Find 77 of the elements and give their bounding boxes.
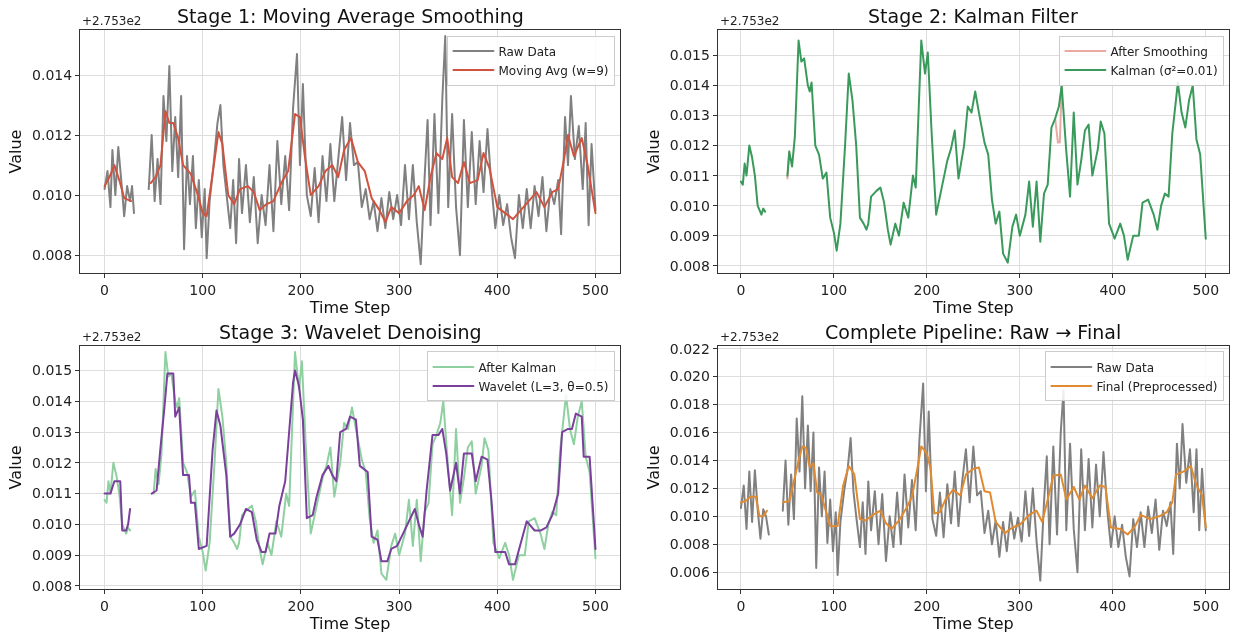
legend-label: Kalman (σ²=0.01) xyxy=(1110,63,1218,78)
y-tick-label: 0.018 xyxy=(669,396,710,413)
x-tick-label: 400 xyxy=(1099,597,1127,614)
x-tick-label: 300 xyxy=(1006,281,1034,298)
text: +2.753e2 xyxy=(720,14,780,28)
y-tick-label: 0.014 xyxy=(32,393,73,410)
text: +2.753e2 xyxy=(720,330,780,344)
chart-title: Stage 2: Kalman Filter xyxy=(868,5,1078,27)
legend-label: Raw Data xyxy=(498,44,557,59)
legend-label: Final (Preprocessed) xyxy=(1096,379,1218,394)
x-tick-label: 100 xyxy=(820,281,848,298)
x-tick-label: 0 xyxy=(736,597,746,614)
text: +2.753e2 xyxy=(82,330,142,344)
x-axis-title: Time Step xyxy=(932,613,1014,633)
x-tick-label: 500 xyxy=(1192,597,1220,614)
y-tick-label: 0.010 xyxy=(32,516,73,533)
y-tick-label: 0.013 xyxy=(669,107,710,124)
x-tick-label: 100 xyxy=(189,281,217,298)
chart-title: Stage 1: Moving Average Smoothing xyxy=(177,5,524,27)
x-axis-title: Time Step xyxy=(932,297,1014,317)
x-tick-label: 200 xyxy=(913,597,941,614)
x-tick-label: 300 xyxy=(385,597,413,614)
x-tick-label: 0 xyxy=(100,597,110,614)
legend-label: After Smoothing xyxy=(1110,44,1208,59)
x-tick-label: 400 xyxy=(1099,281,1127,298)
y-tick-label: 0.008 xyxy=(32,247,73,264)
x-tick-label: 500 xyxy=(582,281,609,298)
x-tick-label: 500 xyxy=(1192,281,1220,298)
y-tick-label: 0.011 xyxy=(669,167,710,184)
x-tick-label: 100 xyxy=(820,597,848,614)
y-tick-label: 0.010 xyxy=(669,197,710,214)
x-tick-label: 300 xyxy=(385,281,413,298)
y-axis-title: Value xyxy=(6,445,26,490)
x-tick-label: 400 xyxy=(483,281,511,298)
x-tick-label: 200 xyxy=(287,597,315,614)
y-tick-label: 0.010 xyxy=(669,508,710,525)
y-tick-label: 0.016 xyxy=(669,424,710,441)
x-tick-label: 0 xyxy=(736,281,746,298)
y-tick-label: 0.012 xyxy=(32,454,73,471)
x-tick-label: 300 xyxy=(1006,597,1034,614)
y-tick-label: 0.022 xyxy=(669,340,710,357)
y-axis-title: Value xyxy=(643,445,663,490)
legend-label: Moving Avg (w=9) xyxy=(498,63,609,78)
y-tick-label: 0.014 xyxy=(669,77,710,94)
y-tick-label: 0.011 xyxy=(32,485,73,502)
x-tick-label: 0 xyxy=(100,281,110,298)
legend-label: Wavelet (L=3, θ=0.5) xyxy=(478,379,609,394)
y-tick-label: 0.006 xyxy=(669,564,710,581)
y-tick-label: 0.013 xyxy=(32,423,73,440)
y-tick-label: 0.008 xyxy=(32,577,73,594)
text: +2.753e2 xyxy=(82,14,142,28)
y-tick-label: 0.010 xyxy=(32,187,73,204)
y-tick-label: 0.012 xyxy=(669,480,710,497)
chart-title: Complete Pipeline: Raw → Final xyxy=(825,321,1122,343)
y-tick-label: 0.012 xyxy=(669,137,710,154)
x-tick-label: 500 xyxy=(582,597,609,614)
y-tick-label: 0.020 xyxy=(669,368,710,385)
legend-label: Raw Data xyxy=(1096,360,1155,375)
y-tick-label: 0.009 xyxy=(669,227,710,244)
y-tick-label: 0.015 xyxy=(32,362,73,379)
y-tick-label: 0.014 xyxy=(669,452,710,469)
legend-label: After Kalman xyxy=(478,360,557,375)
y-axis-title: Value xyxy=(643,129,663,174)
y-axis-title: Value xyxy=(6,129,26,174)
x-axis-title: Time Step xyxy=(308,297,391,317)
x-tick-label: 200 xyxy=(913,281,941,298)
y-tick-label: 0.008 xyxy=(669,257,710,274)
y-tick-label: 0.009 xyxy=(32,547,73,564)
y-tick-label: 0.012 xyxy=(32,126,73,143)
y-tick-label: 0.008 xyxy=(669,536,710,553)
x-tick-label: 400 xyxy=(483,597,511,614)
chart-title: Stage 3: Wavelet Denoising xyxy=(219,321,482,343)
x-tick-label: 100 xyxy=(189,597,217,614)
x-axis-title: Time Step xyxy=(308,613,391,633)
y-tick-label: 0.015 xyxy=(669,47,710,64)
x-tick-label: 200 xyxy=(287,281,315,298)
y-tick-label: 0.014 xyxy=(32,66,73,83)
